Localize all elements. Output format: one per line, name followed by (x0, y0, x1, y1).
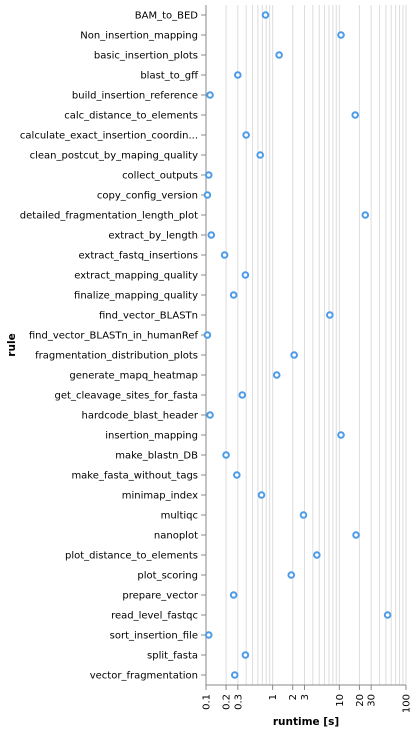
data-point (352, 531, 360, 539)
data-point (313, 551, 321, 559)
y-tick-label: generate_mapq_heatmap (69, 371, 198, 382)
x-tick-label: 0.3 (233, 694, 244, 710)
x-axis-title: runtime [s] (273, 716, 339, 728)
y-tick-label: multiqc (161, 511, 198, 522)
data-point (206, 411, 214, 419)
y-tick-label: finalize_mapping_quality (74, 291, 198, 302)
data-point (326, 311, 334, 319)
y-tick-label: collect_outputs (122, 171, 198, 182)
y-tick-label: sort_insertion_file (110, 631, 198, 642)
data-point (256, 151, 264, 159)
data-point (383, 611, 392, 619)
data-point (207, 231, 216, 239)
x-tick-label: 100 (402, 694, 413, 713)
data-point (222, 451, 230, 459)
data-point (203, 331, 212, 339)
y-tick-label: split_fasta (147, 651, 198, 662)
y-tick-label: plot_distance_to_elements (65, 551, 198, 562)
x-tick-label: 0.1 (202, 694, 213, 710)
data-point (238, 391, 247, 399)
data-point (204, 171, 213, 179)
x-tick-label: 0.2 (222, 694, 233, 710)
y-tick-label: basic_insertion_plots (94, 51, 198, 62)
data-point (206, 91, 214, 99)
y-tick-label: detailed_fragmentation_length_plot (20, 211, 198, 222)
y-tick-label: make_blastn_DB (115, 451, 198, 462)
y-tick-label: blast_to_gff (140, 71, 199, 82)
data-point (229, 591, 238, 599)
data-point (242, 131, 250, 139)
data-point (287, 571, 296, 579)
data-point (241, 651, 250, 659)
y-tick-labels: BAM_to_BED Non_insertion_mapping basic_ins… (20, 11, 206, 682)
y-tick-label: find_vector_BLASTn_in_humanRef (29, 331, 199, 342)
y-tick-label: extract_fastq_insertions (78, 251, 198, 262)
y-tick-label: clean_postcut_by_maping_quality (30, 151, 198, 162)
data-point (351, 111, 360, 119)
y-tick-label: find_vector_BLASTn (99, 311, 198, 322)
data-point (261, 11, 270, 19)
data-points (203, 11, 392, 679)
data-point (234, 71, 242, 79)
y-tick-label: make_fasta_without_tags (71, 471, 198, 482)
data-point (272, 371, 281, 379)
data-point (230, 671, 239, 679)
data-point (337, 431, 345, 439)
y-tick-label: BAM_to_BED (135, 11, 199, 22)
y-tick-label: extract_by_length (108, 231, 198, 242)
data-point (361, 211, 370, 219)
data-point (299, 511, 308, 519)
y-tick-label: hardcode_blast_header (82, 411, 199, 422)
data-point (241, 271, 250, 279)
data-point (204, 631, 213, 639)
y-tick-label: read_level_fastqc (111, 611, 198, 622)
y-tick-label: extract_mapping_quality (74, 271, 198, 282)
data-point (290, 351, 298, 359)
y-axis-title: rule (6, 333, 18, 356)
y-tick-label: insertion_mapping (105, 431, 198, 442)
x-tick-label: 1 (268, 694, 279, 700)
data-point (220, 251, 229, 259)
y-tick-label: build_insertion_reference (72, 91, 198, 102)
x-tick-label: 20 (355, 694, 366, 707)
data-point (257, 491, 266, 499)
data-point (337, 31, 345, 39)
y-tick-label: prepare_vector (122, 591, 199, 602)
y-tick-label: nanoplot (154, 531, 198, 542)
y-tick-label: minimap_index (122, 491, 198, 502)
x-tick-label: 3 (300, 694, 311, 700)
x-tick-label: 2 (288, 694, 299, 700)
x-tick-label: 10 (335, 694, 346, 707)
axes (205, 5, 406, 686)
y-tick-label: plot_scoring (137, 571, 198, 582)
y-tick-label: vector_fragmentation (90, 671, 198, 682)
data-point (233, 471, 241, 479)
x-tick-label: 30 (367, 694, 378, 707)
data-point (229, 291, 238, 299)
data-point (203, 191, 212, 199)
y-tick-label: calculate_exact_insertion_coordin... (20, 131, 198, 142)
y-tick-label: get_cleavage_sites_for_fasta (55, 391, 198, 402)
x-gridlines (205, 5, 407, 685)
x-tick-labels: 0.1 0.2 0.3 1 2 3 10 20 30 100 (202, 685, 413, 713)
y-tick-label: Non_insertion_mapping (80, 31, 198, 42)
y-tick-label: fragmentation_distribution_plots (35, 351, 198, 362)
y-tick-label: copy_config_version (97, 191, 198, 202)
data-point (275, 51, 283, 59)
y-tick-label: calc_distance_to_elements (64, 111, 198, 122)
